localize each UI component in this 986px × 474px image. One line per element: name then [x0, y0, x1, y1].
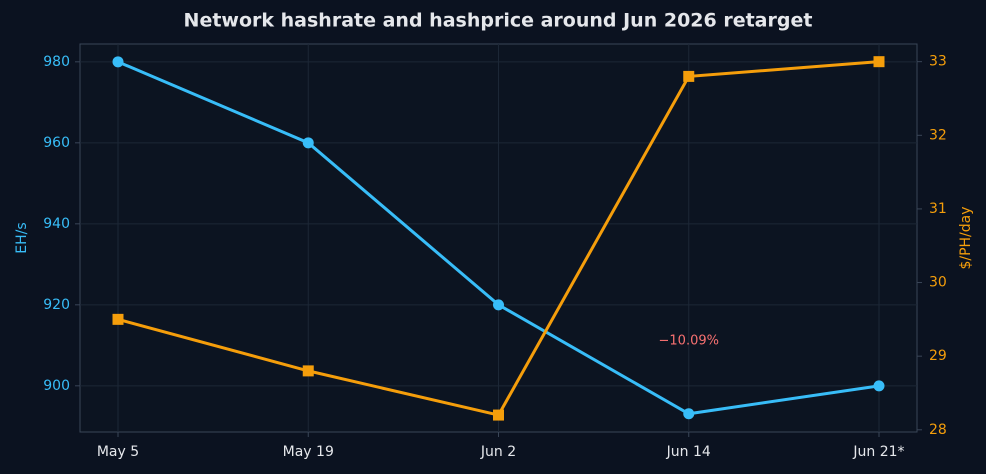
marker [683, 408, 695, 420]
chart-title: Network hashrate and hashprice around Ju… [184, 10, 813, 32]
x-tick-label: Jun 14 [666, 444, 711, 460]
marker [302, 365, 314, 377]
marker [112, 313, 124, 325]
annotation: −10.09% [659, 334, 719, 349]
y-axis-label: EH/s [14, 222, 30, 253]
y-tick-label: 980 [43, 54, 70, 70]
x-tick-label: May 19 [283, 444, 334, 460]
y2-tick-label: 33 [929, 54, 947, 70]
x-tick-label: Jun 21* [852, 444, 904, 460]
y-tick-label: 920 [43, 297, 70, 313]
x-tick-label: Jun 2 [480, 444, 516, 460]
y2-axis-label: $/PH/day [958, 206, 974, 269]
y2-tick-label: 29 [929, 348, 947, 364]
marker [683, 70, 695, 82]
x-tick-label: May 5 [97, 444, 139, 460]
y-tick-label: 940 [43, 216, 70, 232]
marker [302, 137, 314, 149]
marker [493, 409, 504, 421]
y-tick-label: 900 [43, 378, 70, 394]
marker [493, 299, 504, 311]
marker [873, 380, 885, 392]
y2-tick-label: 31 [929, 201, 947, 217]
y2-tick-label: 32 [929, 127, 947, 143]
y2-tick-label: 30 [929, 275, 947, 291]
y-tick-label: 960 [43, 135, 70, 151]
marker [873, 56, 885, 68]
marker [112, 56, 124, 68]
y2-tick-label: 28 [929, 422, 947, 438]
